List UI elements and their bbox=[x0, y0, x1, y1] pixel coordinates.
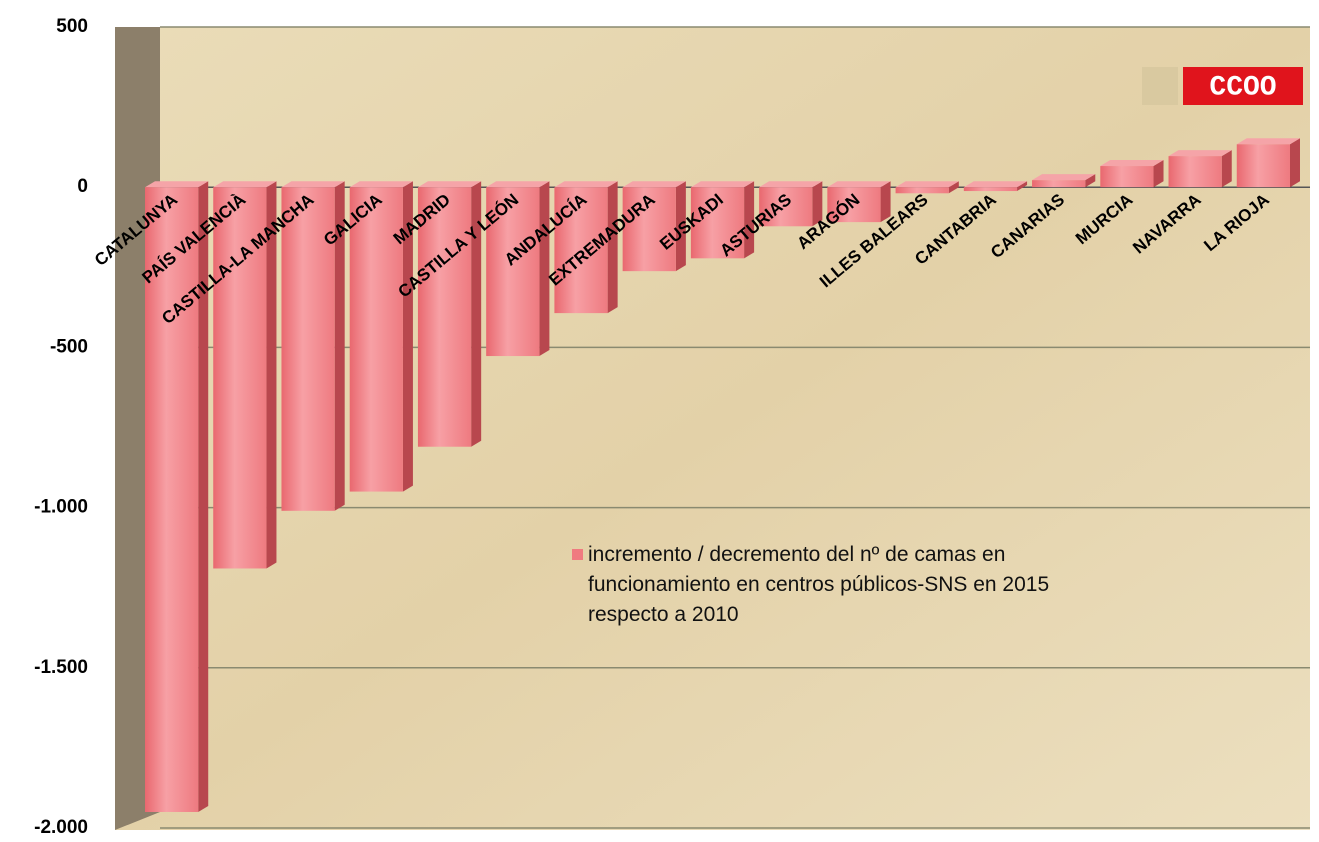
bar-top bbox=[213, 181, 277, 188]
bar bbox=[486, 181, 550, 357]
bar-front bbox=[145, 187, 199, 812]
bar-top bbox=[145, 181, 209, 188]
bar bbox=[827, 181, 891, 223]
bar-front bbox=[281, 187, 335, 511]
bar bbox=[417, 181, 482, 447]
bar bbox=[622, 181, 686, 272]
bar-front bbox=[417, 187, 472, 447]
bar-top bbox=[486, 181, 550, 188]
logo-text: CCOO bbox=[1209, 72, 1276, 103]
bar-front bbox=[759, 187, 813, 227]
bar-top bbox=[827, 181, 891, 188]
bar-front bbox=[622, 187, 676, 272]
bar bbox=[690, 181, 755, 259]
y-tick-label: -500 bbox=[50, 336, 88, 357]
bar-top bbox=[963, 181, 1028, 188]
bar-top bbox=[622, 181, 686, 188]
bar-side bbox=[675, 181, 686, 272]
bar-side bbox=[1289, 138, 1300, 188]
bar-side bbox=[812, 181, 823, 227]
bar-top bbox=[690, 181, 755, 188]
logo-icon bbox=[1142, 67, 1178, 105]
bar bbox=[963, 181, 1028, 192]
bar-side bbox=[1017, 181, 1028, 192]
bar-side bbox=[948, 181, 959, 194]
bar-side bbox=[1085, 174, 1096, 188]
bar-front bbox=[895, 187, 949, 194]
bar-front bbox=[1168, 156, 1222, 188]
bar-side bbox=[1221, 150, 1232, 188]
bar-top bbox=[759, 181, 823, 188]
bar-front bbox=[213, 187, 267, 569]
bar bbox=[145, 181, 209, 812]
y-tick-label: 500 bbox=[56, 16, 88, 37]
bar-side bbox=[334, 181, 345, 511]
bar-front bbox=[1100, 166, 1154, 188]
bar-top bbox=[1032, 174, 1096, 181]
bar-front bbox=[554, 187, 608, 314]
y-tick-label: -1.000 bbox=[34, 497, 88, 518]
bar bbox=[281, 181, 345, 511]
bar-side bbox=[607, 181, 618, 314]
bar-top bbox=[417, 181, 482, 188]
bar-front bbox=[963, 187, 1018, 192]
bar bbox=[895, 181, 959, 194]
y-tick-label: -2.000 bbox=[34, 817, 88, 838]
logo-box bbox=[1183, 67, 1303, 105]
bar-side bbox=[198, 181, 209, 812]
logo: CCOO bbox=[1142, 67, 1303, 105]
bar-side bbox=[1153, 160, 1164, 188]
bar-side bbox=[744, 181, 755, 259]
bar-front bbox=[349, 187, 403, 492]
bar-front bbox=[486, 187, 540, 357]
bar-front bbox=[827, 187, 881, 223]
bar bbox=[349, 181, 413, 492]
bar-top bbox=[554, 181, 618, 188]
bar-top bbox=[281, 181, 345, 188]
bar-front bbox=[1236, 144, 1290, 188]
legend-label: incremento / decremento del nº de camas … bbox=[588, 543, 1050, 626]
legend-swatch bbox=[572, 549, 583, 560]
bar-front bbox=[1032, 180, 1086, 188]
bar-side bbox=[266, 181, 277, 569]
bar bbox=[1100, 160, 1164, 188]
bar bbox=[759, 181, 823, 227]
y-tick-label: -1.500 bbox=[34, 657, 88, 678]
bar bbox=[1236, 138, 1300, 188]
bar-top bbox=[1100, 160, 1164, 167]
bar bbox=[1168, 150, 1232, 188]
bar-side bbox=[880, 181, 891, 223]
bar bbox=[1032, 174, 1096, 188]
bar-side bbox=[539, 181, 550, 357]
bar-top bbox=[349, 181, 413, 188]
bar-top bbox=[1168, 150, 1232, 157]
bar bbox=[213, 181, 277, 569]
y-tick-label: 0 bbox=[77, 176, 88, 197]
legend: incremento / decremento del nº de camas … bbox=[572, 540, 1128, 630]
bar-top bbox=[1236, 138, 1300, 145]
bar-side bbox=[471, 181, 482, 447]
bar bbox=[554, 181, 618, 314]
bar-top bbox=[895, 181, 959, 188]
bar-side bbox=[402, 181, 413, 492]
bar-front bbox=[690, 187, 745, 259]
